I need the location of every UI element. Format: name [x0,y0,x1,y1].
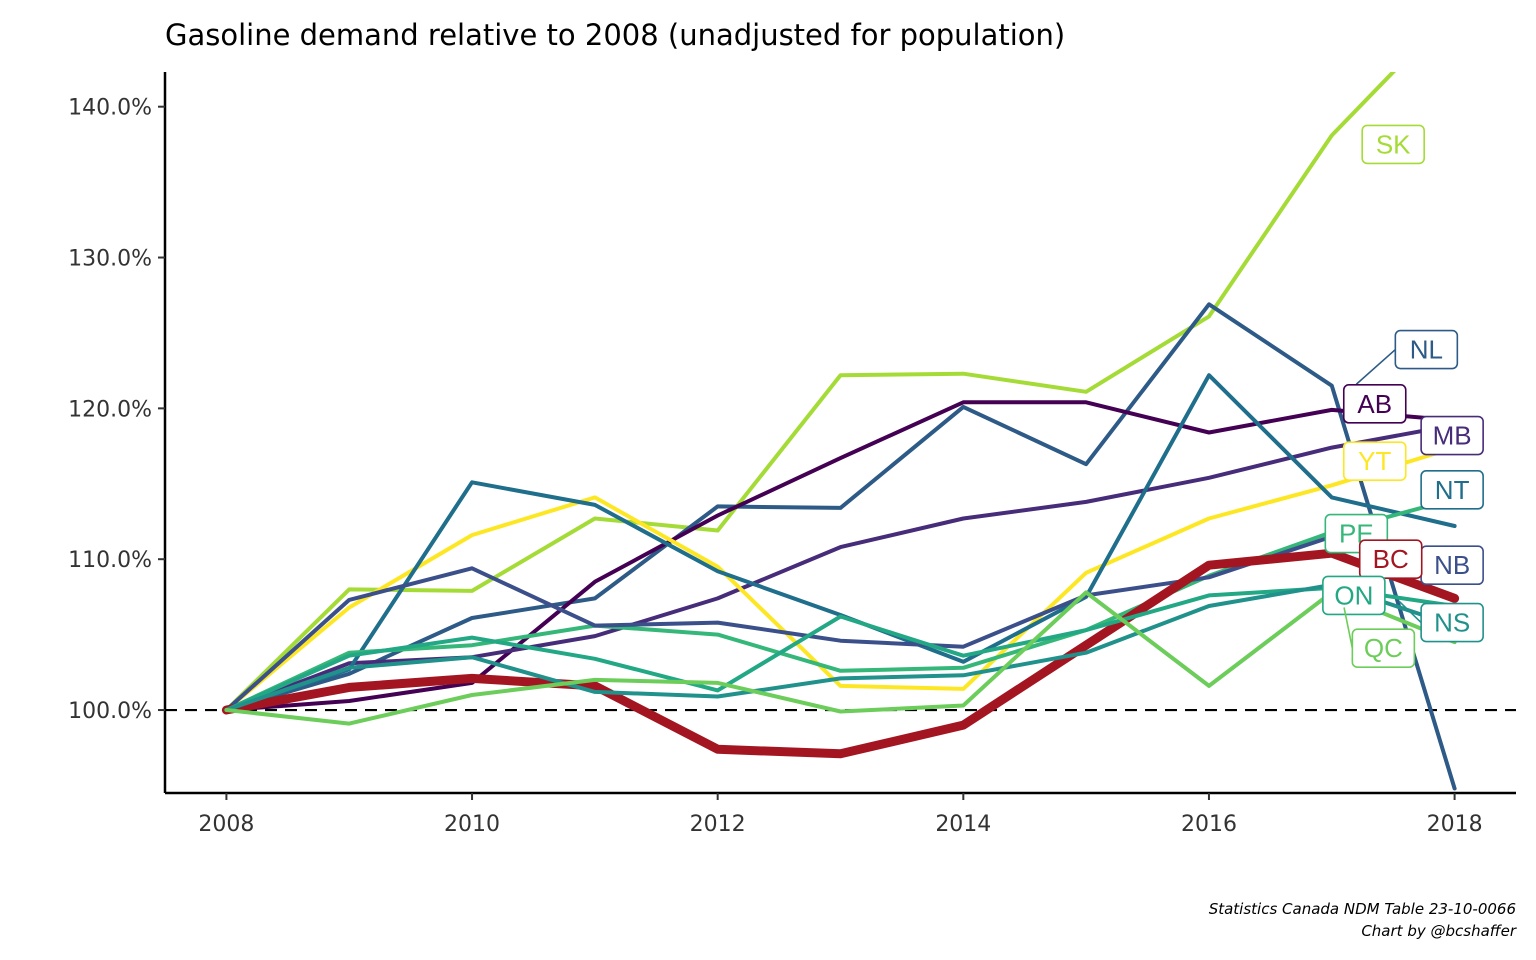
series-label-yt: YT [1342,441,1407,481]
label-box [1351,628,1416,668]
y-tick-label: 100.0% [68,699,152,724]
label-text: MB [1433,421,1472,451]
series-line-on [224,585,1457,712]
x-tick-label: 2018 [1427,812,1483,837]
axes [163,72,1516,795]
series-line-bc [221,548,1460,759]
label-box [1420,470,1484,510]
series-label-nl: NL [1355,329,1459,385]
label-box [1322,575,1386,616]
series-label-on: ON [1322,575,1386,616]
series-label-nt: NT [1420,470,1484,510]
label-leader-line [1343,607,1354,649]
label-box [1394,329,1459,370]
series-label-ab: AB [1342,384,1407,424]
x-tick-label: 2008 [198,812,254,837]
label-text: NT [1435,475,1470,505]
series-line-nl [224,302,1457,791]
label-text: BC [1373,544,1409,574]
x-tick-label: 2010 [444,812,500,837]
x-tick-label: 2012 [690,812,746,837]
x-tick-label: 2016 [1181,812,1237,837]
label-text: ON [1334,580,1373,610]
chart-title: Gasoline demand relative to 2008 (unadju… [165,18,1065,52]
y-tick-label: 110.0% [68,548,152,573]
label-text: YT [1358,446,1391,476]
label-text: QC [1364,633,1403,663]
label-text: SK [1376,129,1411,159]
series-label-ns: NS [1398,600,1484,643]
series-label-sk: SK [1361,124,1425,165]
series-label-mb: MB [1420,415,1484,456]
series-lines [221,72,1460,791]
series-line-ab [224,400,1457,712]
series-line-yt [224,445,1457,712]
series-label-bc: BC [1358,539,1423,580]
label-text: NB [1434,550,1470,580]
label-box [1342,384,1407,424]
series-label-qc: QC [1343,607,1416,668]
label-box [1361,124,1425,165]
label-box [1420,602,1484,643]
series-line-mb [224,423,1457,712]
label-box [1342,441,1407,481]
series-line-ns [224,582,1457,712]
series-line-qc [224,590,1457,726]
y-tick-label: 120.0% [68,397,152,422]
label-box [1420,415,1484,456]
label-leader-line [1398,600,1422,624]
series-label-nb: NB [1420,545,1484,586]
ticks: 100.0% 110.0% 120.0% 130.0% 140.0% 2008 2010 20… [68,96,1482,837]
caption-credit: Chart by @bcshaffer [1361,922,1516,940]
label-box [1358,539,1423,580]
label-leader-line [1355,348,1396,385]
caption-source: Statistics Canada NDM Table 23-10-0066 [1209,900,1516,918]
label-text: NL [1410,335,1443,365]
y-tick-label: 140.0% [68,96,152,121]
label-text: AB [1357,389,1392,419]
series-line-sk [224,72,1396,712]
x-tick-label: 2014 [935,812,991,837]
label-text: NS [1434,608,1470,638]
y-tick-label: 130.0% [68,247,152,272]
